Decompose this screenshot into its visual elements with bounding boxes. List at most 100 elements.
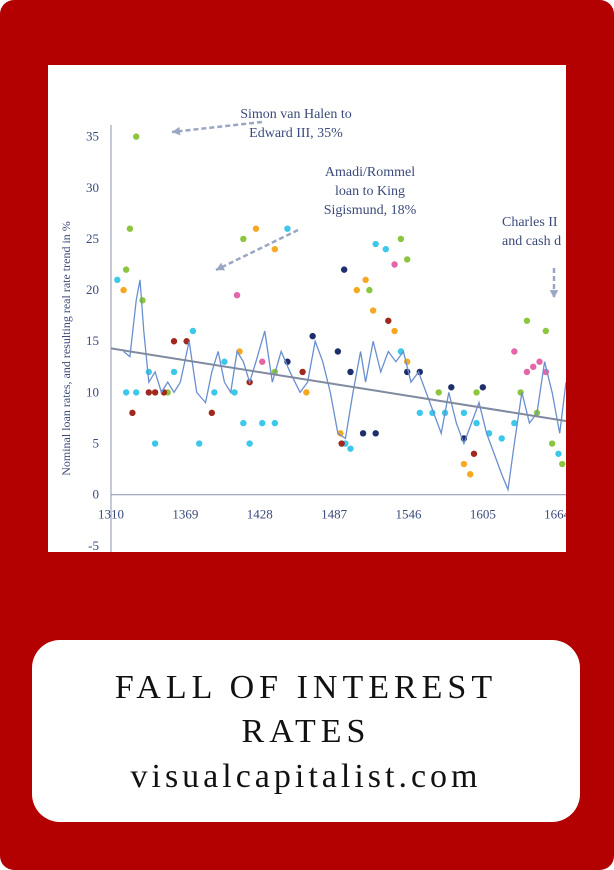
- data-point: [221, 358, 228, 365]
- chart-image: -5 0 5 10 15 20 25 30 35 1310 1369 1428 1487 1546 1605…: [48, 65, 566, 552]
- data-point: [347, 368, 354, 376]
- data-point: [196, 440, 203, 447]
- annotation: loan to King: [335, 184, 405, 199]
- data-point: [353, 286, 360, 294]
- data-point: [120, 286, 127, 294]
- y-tick-label: 5: [93, 436, 100, 451]
- y-tick-label: -5: [88, 538, 99, 552]
- data-point: [246, 440, 253, 447]
- data-point: [511, 348, 518, 355]
- data-point: [114, 276, 121, 284]
- data-point: [372, 430, 379, 437]
- data-point: [391, 261, 398, 268]
- data-point: [271, 419, 279, 427]
- data-point: [385, 317, 392, 324]
- data-point: [231, 389, 238, 396]
- smoothed-line: [123, 279, 566, 493]
- data-point: [284, 225, 291, 232]
- data-point: [133, 389, 140, 396]
- trend-line: [110, 347, 566, 423]
- data-point: [299, 368, 306, 376]
- data-point: [347, 445, 354, 452]
- data-point: [397, 235, 405, 243]
- data-point: [259, 419, 266, 427]
- data-point: [133, 133, 140, 140]
- data-point: [340, 266, 348, 273]
- data-point: [126, 225, 134, 232]
- data-point: [337, 430, 344, 437]
- y-axis-label: Nominal loan rates, and resulting real r…: [59, 221, 73, 476]
- data-point: [473, 419, 480, 427]
- data-point: [555, 450, 562, 457]
- data-point: [511, 419, 518, 427]
- data-point: [211, 389, 218, 396]
- data-point: [366, 286, 373, 294]
- annotation: Edward III, 35%: [249, 126, 343, 141]
- data-point: [548, 440, 556, 447]
- data-point: [391, 327, 398, 335]
- arrow-head: [549, 290, 559, 298]
- y-tick-label: 20: [86, 282, 99, 297]
- data-point: [233, 291, 241, 299]
- y-tick-label: 15: [86, 333, 99, 348]
- y-tick-label: 25: [86, 231, 99, 246]
- x-tick-label: 1487: [321, 507, 348, 522]
- card-source: visualcapitalist.com: [130, 758, 482, 795]
- data-point: [259, 358, 266, 365]
- data-point: [129, 409, 136, 417]
- card-title: FALL OF INTEREST RATES: [114, 669, 498, 750]
- data-point: [338, 440, 345, 447]
- data-point: [362, 276, 369, 284]
- data-point: [460, 409, 468, 417]
- data-point: [372, 240, 379, 248]
- arrow-head: [216, 262, 225, 271]
- data-point: [448, 384, 455, 391]
- data-point: [208, 409, 216, 417]
- data-point: [122, 266, 130, 273]
- data-point: [145, 389, 153, 396]
- annotation-arrow: [215, 228, 299, 272]
- data-point: [240, 235, 247, 243]
- y-tick-label: 0: [93, 487, 100, 502]
- x-tick-label: 1664: [544, 507, 566, 522]
- data-point: [139, 297, 146, 304]
- data-point: [523, 368, 531, 376]
- y-tick-label: 10: [86, 384, 99, 399]
- annotation: Amadi/Rommel: [325, 165, 415, 180]
- x-tick-label: 1369: [172, 507, 198, 522]
- data-point: [170, 338, 178, 345]
- data-point: [145, 368, 153, 376]
- data-point: [498, 435, 505, 442]
- data-point: [403, 256, 411, 263]
- x-tick-label: 1546: [395, 507, 422, 522]
- data-point: [309, 332, 316, 340]
- data-point: [416, 368, 423, 376]
- data-point: [470, 450, 478, 457]
- data-point: [271, 245, 279, 253]
- annotation: Sigismund, 18%: [324, 203, 417, 218]
- data-point: [122, 389, 130, 396]
- y-tick-label: 35: [86, 129, 99, 144]
- data-point: [151, 389, 159, 396]
- annotation: Charles II: [502, 215, 558, 230]
- data-point: [303, 389, 310, 396]
- annotation: and cash d: [502, 234, 561, 249]
- x-tick-label: 1428: [247, 507, 273, 522]
- data-point: [359, 430, 367, 437]
- data-point: [530, 363, 537, 371]
- data-point: [189, 327, 197, 335]
- data-point: [170, 368, 178, 376]
- data-point: [542, 327, 550, 335]
- y-tick-label: 30: [86, 180, 99, 195]
- data-point: [382, 245, 389, 253]
- caption-box: FALL OF INTEREST RATES visualcapitalist.…: [32, 640, 580, 822]
- data-point: [240, 419, 247, 427]
- annotation-arrow: [171, 120, 263, 134]
- data-point: [460, 460, 468, 468]
- data-point: [416, 409, 423, 417]
- data-point: [559, 460, 566, 468]
- data-point: [536, 358, 543, 365]
- data-point: [334, 348, 342, 355]
- chart: -5 0 5 10 15 20 25 30 35 1310 1369 1428 1487 1546 1605…: [59, 107, 566, 552]
